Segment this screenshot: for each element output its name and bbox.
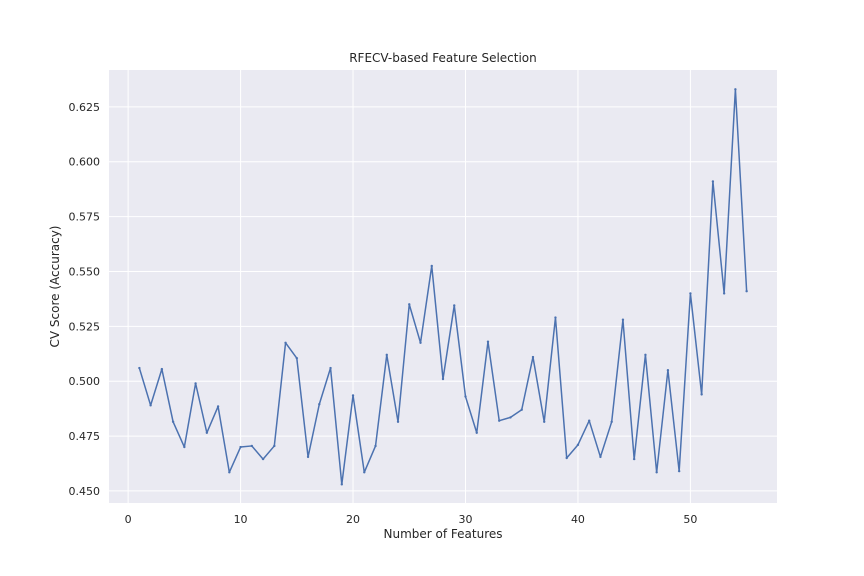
data-point xyxy=(273,444,276,448)
data-point xyxy=(351,394,355,397)
data-point xyxy=(250,444,254,448)
data-point xyxy=(295,356,299,360)
x-tick-label: 20 xyxy=(346,513,360,526)
data-point xyxy=(385,353,388,357)
data-point xyxy=(464,395,467,398)
data-point xyxy=(205,431,209,434)
data-point xyxy=(666,369,670,372)
data-point xyxy=(318,403,321,406)
data-point xyxy=(745,290,748,293)
data-point xyxy=(239,445,242,449)
x-tick-label: 0 xyxy=(125,513,132,526)
plot-area xyxy=(109,70,777,503)
data-point xyxy=(621,318,625,321)
data-point xyxy=(520,408,523,411)
y-tick-label: 0.550 xyxy=(69,265,101,278)
data-point xyxy=(419,341,422,344)
data-point xyxy=(565,456,568,460)
data-point xyxy=(284,341,287,344)
data-point xyxy=(644,353,647,357)
data-point xyxy=(408,303,411,306)
data-point xyxy=(531,355,535,359)
y-axis-label: CV Score (Accuracy) xyxy=(48,226,62,348)
y-tick-label: 0.450 xyxy=(69,485,101,498)
data-point xyxy=(340,483,343,486)
x-tick-label: 10 xyxy=(234,513,248,526)
y-tick-label: 0.525 xyxy=(69,320,101,333)
x-tick-label: 30 xyxy=(458,513,472,526)
x-axis-label: Number of Features xyxy=(384,527,503,541)
data-point xyxy=(632,457,636,461)
data-point xyxy=(475,431,478,434)
data-point xyxy=(734,88,737,91)
data-point xyxy=(554,316,557,319)
grid xyxy=(109,70,777,503)
data-point xyxy=(610,420,613,423)
data-point xyxy=(228,471,231,474)
y-tick-label: 0.475 xyxy=(69,430,101,443)
x-tick-label: 40 xyxy=(571,513,585,526)
y-tick-label: 0.625 xyxy=(69,101,101,114)
data-point xyxy=(396,420,400,423)
data-point xyxy=(430,264,433,268)
chart-title: RFECV-based Feature Selection xyxy=(349,51,537,65)
data-point xyxy=(216,405,220,408)
data-point xyxy=(453,304,456,307)
data-point xyxy=(677,469,681,473)
data-point xyxy=(183,445,186,449)
data-point xyxy=(722,292,726,295)
data-point xyxy=(587,419,591,422)
data-point xyxy=(374,444,377,448)
x-tick-label: 50 xyxy=(683,513,697,526)
data-point xyxy=(171,420,175,423)
data-point xyxy=(599,455,602,459)
y-tick-label: 0.600 xyxy=(69,156,101,169)
data-point xyxy=(138,366,141,370)
data-point xyxy=(441,377,445,381)
y-tick-label: 0.575 xyxy=(69,211,101,224)
data-point xyxy=(160,367,164,371)
data-point xyxy=(329,366,332,370)
data-point xyxy=(306,455,310,459)
data-point xyxy=(576,443,580,447)
tick-labels: 0 10 20 30 40 50 0.450 0.475 0.500 0.525 0.550 0.57… xyxy=(69,101,698,526)
data-point xyxy=(700,393,703,396)
data-point xyxy=(486,340,490,343)
y-tick-label: 0.500 xyxy=(69,375,101,388)
data-point xyxy=(689,292,692,295)
data-point xyxy=(261,457,265,461)
data-point xyxy=(363,471,366,474)
data-point xyxy=(543,420,546,423)
data-point xyxy=(655,471,658,474)
data-point xyxy=(194,382,197,385)
data-point xyxy=(509,416,512,419)
data-point xyxy=(711,180,715,183)
data-points xyxy=(138,88,748,486)
data-point xyxy=(498,419,501,422)
data-point xyxy=(149,404,152,407)
